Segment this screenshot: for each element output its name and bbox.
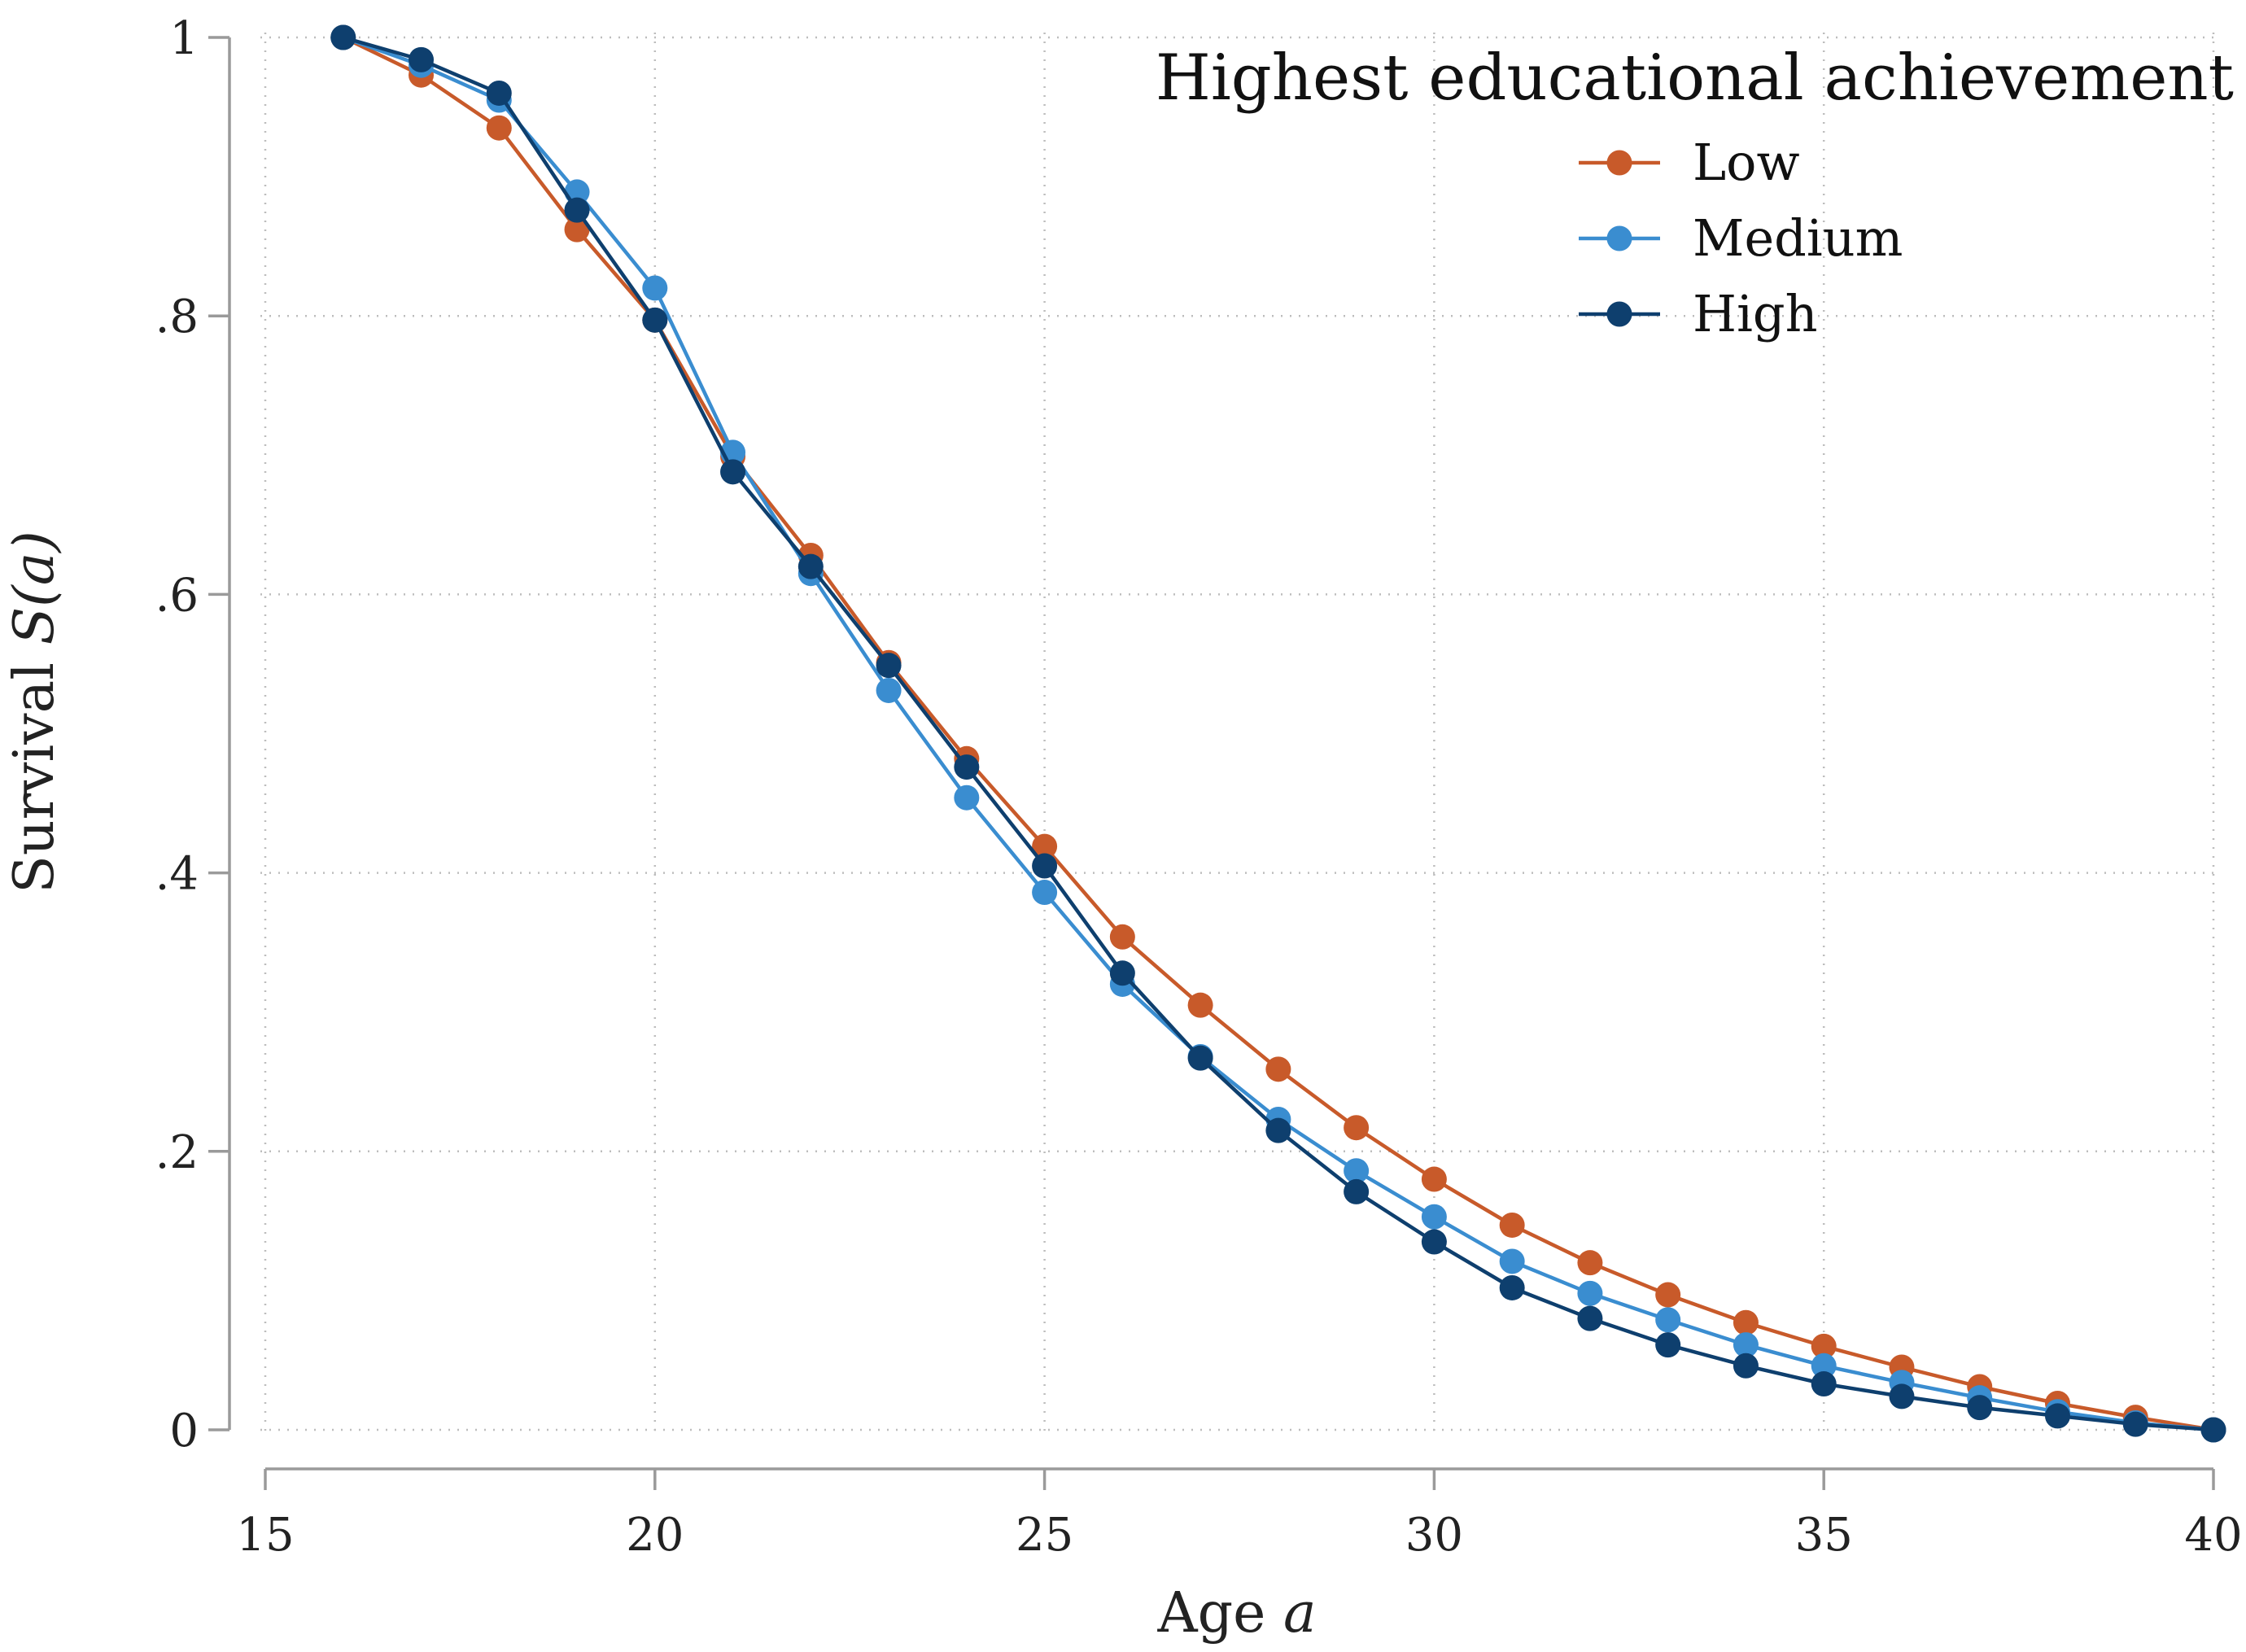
x-tick-label: 15: [236, 1509, 294, 1562]
data-point-low: [1265, 1056, 1291, 1082]
data-point-medium: [1344, 1158, 1370, 1184]
data-point-high: [876, 653, 902, 679]
data-point-high: [797, 553, 824, 579]
data-point-low: [564, 216, 590, 243]
y-axis-title-var: a: [2, 553, 67, 586]
data-point-high: [1187, 1045, 1213, 1071]
axes: 15 20 25 30 35 40 0 .2 .4 .6 .8 1: [155, 12, 2243, 1562]
series-high: [330, 24, 2226, 1443]
data-point-low: [1499, 1212, 1525, 1238]
data-point-medium: [1499, 1248, 1525, 1274]
legend-swatch-marker: [1606, 150, 1632, 176]
y-axis-title-close: ): [2, 531, 67, 554]
y-tick-label: .2: [155, 1126, 199, 1179]
data-point-high: [1499, 1274, 1525, 1300]
x-axis-title: Age a: [1156, 1581, 1316, 1645]
data-point-high: [409, 46, 435, 72]
y-axis-title-text: Survival: [2, 662, 67, 894]
series-line-high: [343, 35, 2214, 1432]
y-tick-label: .4: [155, 848, 199, 901]
data-point-high: [1109, 960, 1135, 986]
x-axis-title-var: a: [1283, 1581, 1317, 1645]
data-point-high: [564, 197, 590, 223]
legend-label: Medium: [1693, 208, 1903, 268]
data-point-high: [1655, 1332, 1681, 1358]
x-tick-label: 30: [1405, 1509, 1463, 1562]
data-point-medium: [1421, 1204, 1447, 1230]
y-tick-label: .8: [155, 291, 199, 343]
legend-item-high: High: [1579, 284, 1818, 343]
x-tick-label: 20: [626, 1509, 684, 1562]
legend-swatch-marker: [1606, 225, 1632, 251]
data-point-medium: [642, 275, 668, 301]
y-tick-label: .6: [155, 569, 199, 622]
data-point-high: [486, 80, 512, 106]
y-tick-label: 0: [169, 1405, 199, 1458]
y-axis-title: Survival S(a): [2, 531, 67, 894]
data-point-high: [2122, 1411, 2148, 1437]
data-point-low: [1344, 1115, 1370, 1141]
data-point-high: [954, 754, 980, 780]
data-point-low: [1811, 1333, 1837, 1359]
data-point-medium: [1733, 1332, 1759, 1358]
data-point-high: [720, 459, 746, 485]
data-point-medium: [1655, 1307, 1681, 1333]
data-point-high: [1967, 1395, 1993, 1421]
x-tick-label: 40: [2184, 1509, 2242, 1562]
data-point-low: [1577, 1250, 1603, 1276]
x-tick-label: 25: [1016, 1509, 1073, 1562]
series-line-medium: [343, 35, 2214, 1432]
x-axis-title-text: Age: [1156, 1581, 1265, 1645]
data-point-high: [642, 307, 668, 333]
legend-item-medium: Medium: [1579, 208, 1903, 268]
data-point-high: [1344, 1178, 1370, 1204]
data-point-medium: [1032, 880, 1058, 906]
legend-swatch-marker: [1606, 301, 1632, 327]
data-point-low: [1109, 924, 1135, 950]
data-point-low: [486, 115, 512, 141]
data-point-low: [1733, 1309, 1759, 1335]
legend-title: Highest educational achievement: [1156, 42, 2234, 115]
data-point-medium: [1811, 1353, 1837, 1379]
data-point-high: [1421, 1229, 1447, 1255]
data-point-high: [1811, 1371, 1837, 1397]
data-point-high: [2200, 1417, 2226, 1443]
data-point-high: [2044, 1403, 2070, 1429]
series-medium: [330, 24, 2226, 1443]
data-point-high: [330, 24, 356, 50]
data-point-high: [1577, 1305, 1603, 1331]
data-point-low: [1421, 1166, 1447, 1192]
data-point-medium: [954, 784, 980, 811]
data-point-low: [1032, 833, 1058, 859]
legend: Highest educational achievement Low Medium…: [1156, 42, 2234, 343]
data-series: [330, 24, 2226, 1443]
legend-label: High: [1693, 284, 1818, 343]
data-point-medium: [876, 677, 902, 703]
gridlines: [260, 33, 2215, 1433]
series-line-low: [342, 35, 2214, 1432]
data-point-high: [1032, 853, 1058, 879]
data-point-low: [1655, 1282, 1681, 1308]
x-tick-label: 35: [1795, 1509, 1853, 1562]
data-point-medium: [1577, 1280, 1603, 1306]
data-point-high: [1265, 1117, 1291, 1143]
legend-item-low: Low: [1579, 133, 1800, 192]
legend-label: Low: [1693, 133, 1800, 192]
data-point-high: [1733, 1353, 1759, 1379]
data-point-low: [1187, 992, 1213, 1018]
y-axis-title-func: S(: [2, 584, 67, 645]
data-point-high: [1889, 1383, 1915, 1409]
y-tick-label: 1: [169, 12, 199, 65]
